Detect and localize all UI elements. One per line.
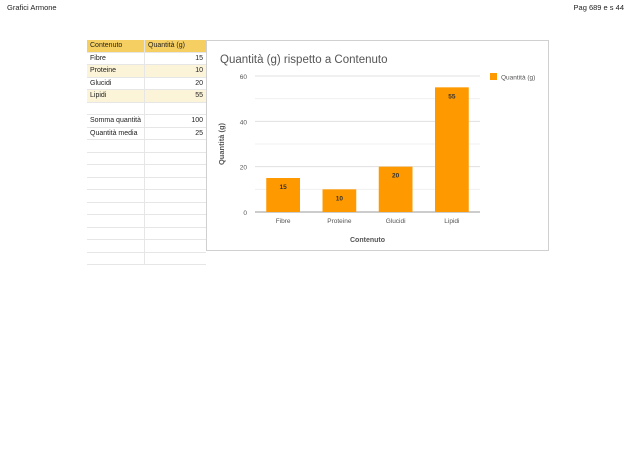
table-cell (87, 227, 145, 239)
y-tick-label: 20 (240, 165, 248, 172)
table-cell (145, 203, 206, 215)
table-cell (145, 253, 206, 265)
page-header-title: Grafici Armone (7, 3, 57, 12)
chart-canvas: Quantità (g) rispetto a Contenuto 0 20 40 60… (217, 54, 535, 244)
bar-proteine (322, 189, 357, 212)
y-tick-label: 40 (240, 119, 248, 126)
x-tick-label: Fibre (276, 218, 291, 225)
table-row-empty (87, 215, 206, 228)
table-cell: 10 (195, 67, 203, 74)
table-cell (145, 165, 206, 177)
y-tick-label: 60 (240, 74, 248, 81)
table-cell (87, 240, 145, 252)
bar-chart: Quantità (g) rispetto a Contenuto 0 20 40 60… (206, 40, 549, 251)
table-row-empty (87, 190, 206, 203)
table-cell (87, 215, 145, 227)
table-cell (87, 102, 145, 114)
table-cell: Lipidi (87, 90, 145, 102)
table-cell: 20 (195, 79, 203, 87)
data-label: 15 (280, 184, 288, 191)
column-header-contenuto: Contenuto (87, 40, 145, 52)
legend-label: Quantità (g) (501, 75, 535, 82)
table-cell: Proteine (87, 65, 145, 77)
table-row-empty (87, 152, 206, 165)
legend-swatch (490, 73, 497, 80)
table-row: Quantità media 25 (87, 127, 206, 140)
table-row-empty (87, 140, 206, 153)
table-cell (145, 178, 206, 190)
table-cell: Somma quantità (87, 115, 145, 127)
table-cell (87, 202, 145, 214)
table-row: Fibre 15 (87, 52, 206, 65)
table-cell: 100 (191, 117, 203, 124)
y-axis-label: Quantità (g) (217, 122, 226, 165)
bar-glucidi (378, 166, 413, 212)
table-cell: Glucidi (87, 77, 145, 89)
page-number: Pag 689 e s 44 (573, 3, 624, 12)
table-cell (87, 165, 145, 177)
table-row: Lipidi 55 (87, 90, 206, 103)
table-row: Glucidi 20 (87, 77, 206, 90)
table-cell (145, 228, 206, 240)
table-cell (145, 240, 206, 252)
table-row: Proteine 10 (87, 65, 206, 78)
table-row: Somma quantità 100 (87, 115, 206, 128)
chart-title: Quantità (g) rispetto a Contenuto (220, 54, 388, 66)
table-row-empty (87, 177, 206, 190)
table-cell (87, 152, 145, 164)
table-row-empty (87, 252, 206, 265)
table-cell (87, 140, 145, 152)
table-row-empty (87, 165, 206, 178)
table-cell (87, 252, 145, 264)
x-tick-label: Glucidi (386, 218, 406, 225)
table-cell (145, 140, 206, 152)
bar-lipidi (435, 87, 469, 212)
table-cell: 25 (195, 129, 203, 137)
table-cell (87, 190, 145, 202)
table-row-empty (87, 202, 206, 215)
column-header-quantita: Quantità (g) (148, 42, 185, 49)
table-row-empty (87, 240, 206, 253)
x-axis-label: Contenuto (350, 237, 385, 244)
table-header-row: Contenuto Quantità (g) (87, 40, 206, 53)
x-tick-label: Lipidi (444, 218, 459, 225)
table-cell: Fibre (87, 52, 145, 64)
data-label: 20 (392, 173, 400, 180)
data-table: Contenuto Quantità (g) Fibre 15 Proteine… (87, 40, 206, 265)
x-tick-label: Proteine (327, 218, 352, 225)
data-label: 10 (336, 195, 344, 202)
y-tick-label: 0 (243, 210, 247, 217)
table-cell: 55 (195, 92, 203, 99)
table-row (87, 102, 206, 115)
table-cell: 15 (195, 54, 203, 62)
table-cell (145, 215, 206, 227)
table-cell (145, 190, 206, 202)
bar-fibre (266, 178, 300, 212)
table-cell (145, 103, 206, 115)
table-cell: Quantità media (87, 127, 145, 139)
table-cell (87, 177, 145, 189)
data-label: 55 (448, 93, 456, 100)
table-cell (145, 153, 206, 165)
table-row-empty (87, 227, 206, 240)
